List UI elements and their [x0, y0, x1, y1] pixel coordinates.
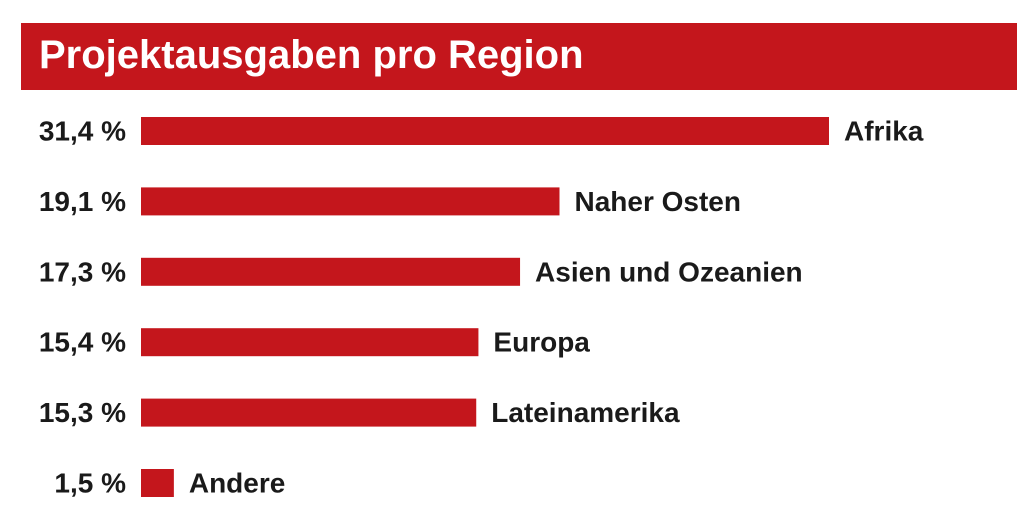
title-banner: Projektausgaben pro Region: [21, 23, 1017, 90]
category-label: Lateinamerika: [491, 397, 680, 428]
bar: [141, 398, 477, 427]
bar: [141, 187, 560, 216]
bar: [141, 257, 521, 286]
bar: [141, 117, 829, 145]
category-label: Asien und Ozeanien: [535, 256, 803, 287]
category-label: Andere: [189, 468, 285, 499]
value-label: 31,4 %: [39, 116, 126, 147]
value-label: 15,3 %: [39, 397, 126, 428]
bar: [141, 469, 174, 497]
value-label: 1,5 %: [54, 468, 126, 499]
category-label: Naher Osten: [574, 186, 741, 217]
bar: [141, 328, 479, 357]
value-label: 19,1 %: [39, 186, 126, 217]
value-label: 17,3 %: [39, 256, 126, 287]
category-label: Europa: [493, 327, 590, 358]
chart-title: Projektausgaben pro Region: [39, 33, 584, 77]
category-label: Afrika: [844, 116, 924, 147]
value-label: 15,4 %: [39, 327, 126, 358]
